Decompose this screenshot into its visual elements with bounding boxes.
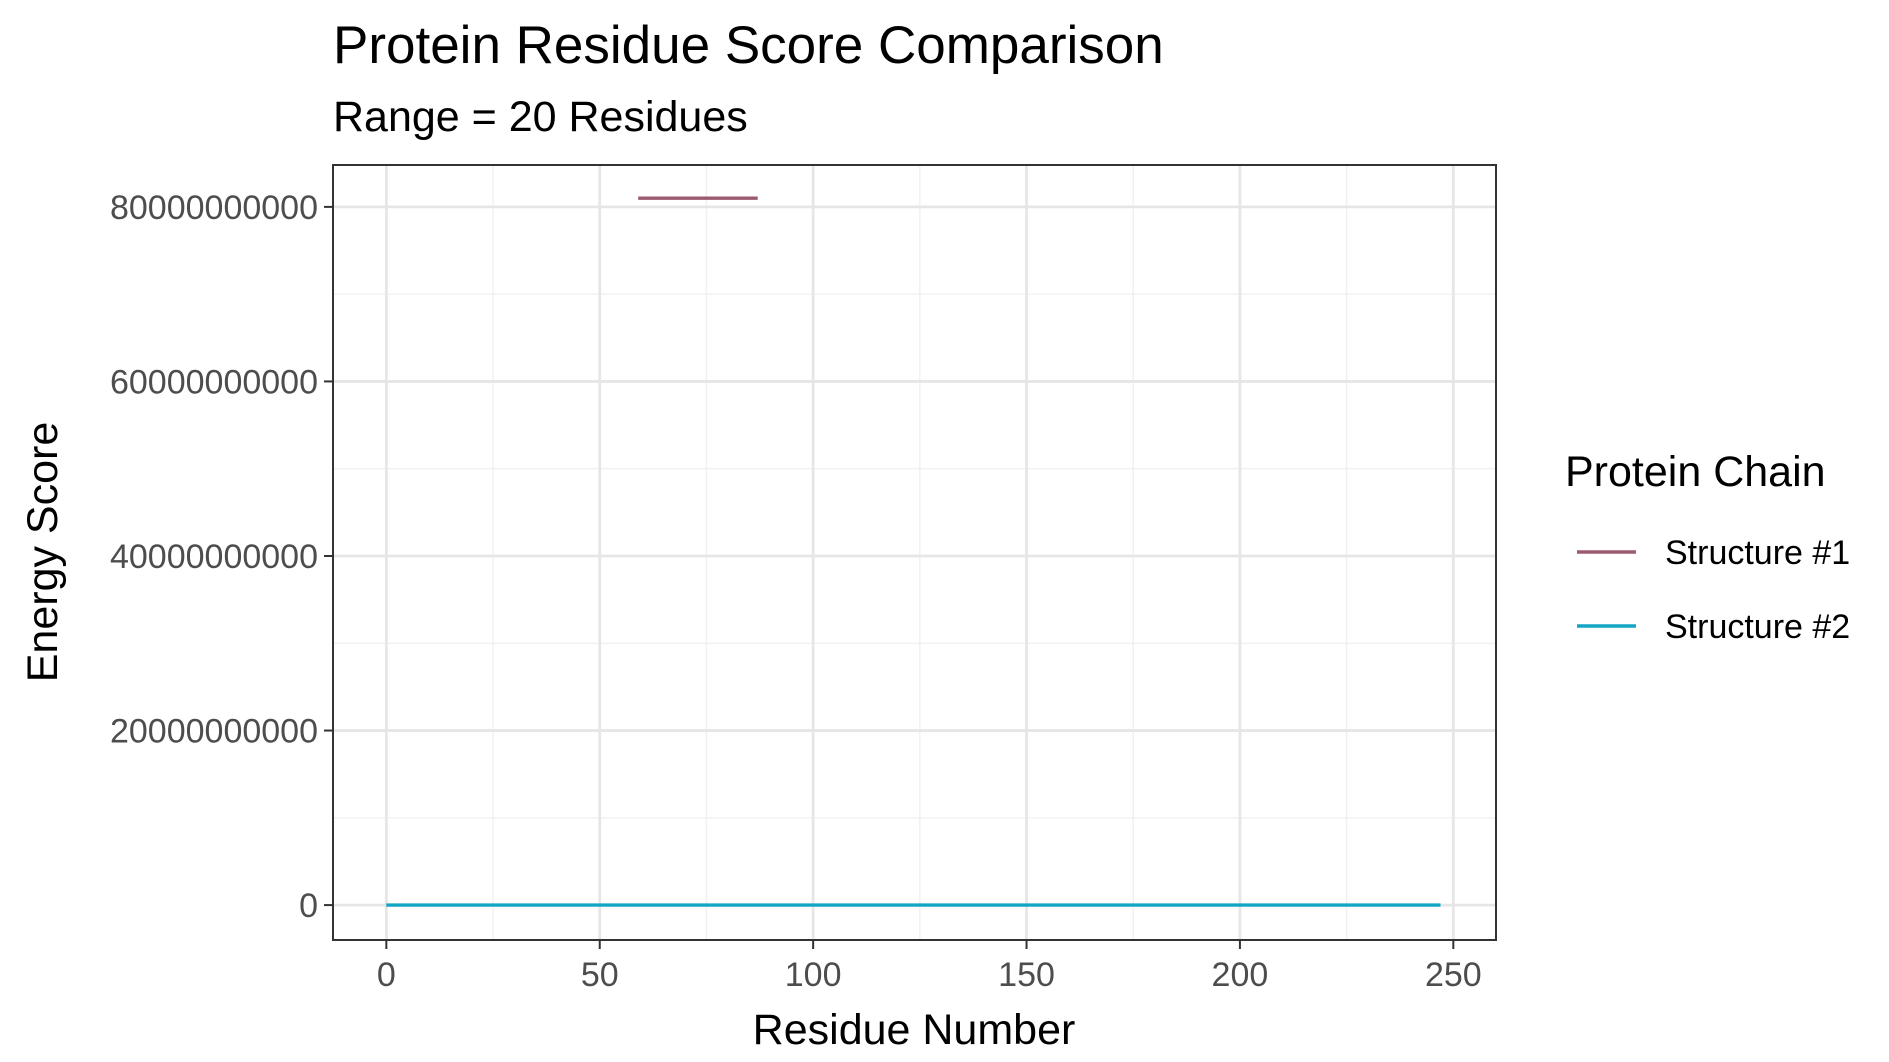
- legend: Protein Chain Structure #1 Structure #2: [1565, 448, 1850, 646]
- x-tick-label: 150: [998, 956, 1055, 994]
- x-tick-label: 50: [581, 956, 619, 994]
- legend-items: Structure #1 Structure #2: [1577, 534, 1850, 646]
- chart-subtitle: Range = 20 Residues: [333, 93, 748, 141]
- y-axis-title: Energy Score: [19, 422, 67, 683]
- major-gridlines: [333, 165, 1496, 940]
- x-tick-label: 0: [377, 956, 396, 994]
- x-tick-label: 250: [1425, 956, 1482, 994]
- plot-panel-border: [332, 164, 1497, 941]
- y-tick-label: 0: [299, 887, 318, 925]
- x-tick-label: 100: [785, 956, 842, 994]
- minor-gridlines: [333, 165, 1496, 940]
- legend-label-2: Structure #2: [1665, 608, 1850, 646]
- plot-panel: [333, 165, 1496, 940]
- y-tick-label: 60000000000: [110, 363, 318, 401]
- x-tick-label: 200: [1212, 956, 1269, 994]
- y-tick-label: 20000000000: [110, 713, 318, 751]
- legend-label-1: Structure #1: [1665, 534, 1850, 572]
- chart-title: Protein Residue Score Comparison: [333, 16, 1164, 75]
- x-axis: 0 50 100 150 200 250: [377, 940, 1482, 994]
- series-lines: [386, 196, 1441, 907]
- y-tick-label: 40000000000: [110, 538, 318, 576]
- y-axis: 0 20000000000 40000000000 60000000000 800000…: [110, 189, 333, 925]
- x-axis-title: Residue Number: [753, 1006, 1076, 1054]
- y-tick-label: 80000000000: [110, 189, 318, 227]
- legend-title: Protein Chain: [1565, 448, 1826, 496]
